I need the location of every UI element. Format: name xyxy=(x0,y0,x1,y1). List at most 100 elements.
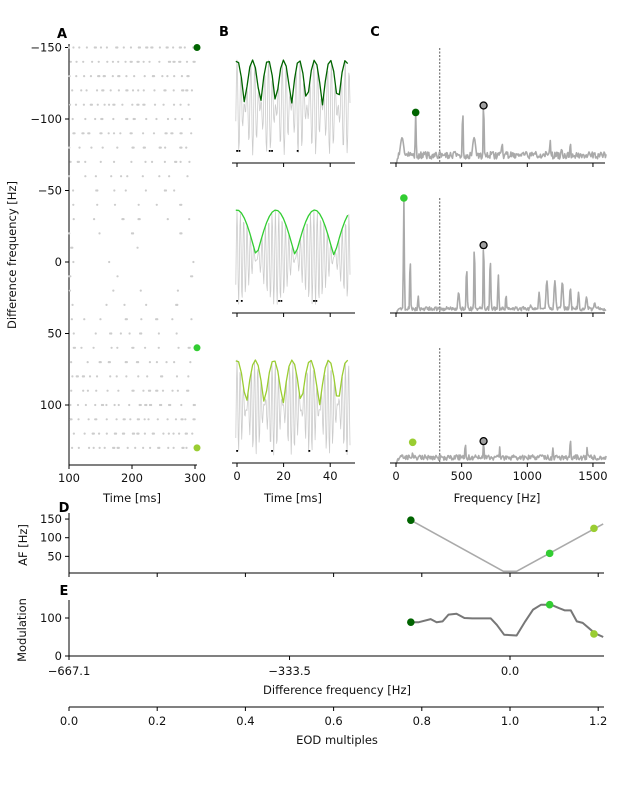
raster-spike xyxy=(106,389,109,392)
raster-spike xyxy=(94,403,97,407)
panel-c-x-label: Frequency [Hz] xyxy=(454,491,541,505)
eod-frequency-marker xyxy=(479,240,488,250)
panel-e-xtick-label: 0.0 xyxy=(501,664,519,678)
raster-spike xyxy=(105,418,108,421)
raster-spike xyxy=(115,375,118,378)
raster-spike xyxy=(159,146,162,149)
panel-b-xtick-label: 20 xyxy=(276,469,291,483)
raster-spike xyxy=(180,403,183,407)
raster-spike xyxy=(77,446,80,449)
raster-spike xyxy=(109,89,112,92)
raster-spike xyxy=(151,46,154,49)
raster-spike xyxy=(113,103,116,106)
raster-spike xyxy=(87,446,91,449)
raster-spike xyxy=(161,375,164,378)
raster-spike xyxy=(180,75,184,78)
raster-spike xyxy=(140,332,143,335)
panel-a-ytick-label: 100 xyxy=(40,398,62,412)
panel-letter-a: A xyxy=(57,27,67,42)
raster-spike xyxy=(180,232,183,235)
raster-spike xyxy=(142,89,145,92)
raster-spike xyxy=(191,432,194,435)
raster-spike xyxy=(119,132,122,135)
raster-spike xyxy=(186,175,189,178)
panel-a-xtick-label: 200 xyxy=(121,471,143,485)
raster-spike xyxy=(138,46,142,49)
raster-spike xyxy=(175,160,178,163)
raster-spike xyxy=(174,418,178,421)
raster-marker xyxy=(193,444,201,452)
raster-spike xyxy=(160,403,163,407)
raster-spike xyxy=(177,346,180,349)
raster-spike xyxy=(179,103,182,106)
eod-multiples-tick-label: 0.2 xyxy=(148,714,166,728)
raster-spike xyxy=(156,389,159,392)
panel-a-xtick-label: 300 xyxy=(184,471,206,485)
raster-spike xyxy=(119,175,123,178)
raster-marker xyxy=(193,44,201,51)
raster-spike xyxy=(180,146,183,149)
raster-spike xyxy=(106,60,109,63)
raster-spike xyxy=(166,46,169,49)
panel-e-xtick-label: −333.5 xyxy=(268,664,311,678)
raster-spike xyxy=(73,346,77,349)
raster-spike xyxy=(72,432,75,435)
raster-spike xyxy=(126,175,129,178)
raster-spike xyxy=(143,75,146,78)
raster-spike xyxy=(153,103,157,106)
spike-mark xyxy=(236,150,238,152)
raster-spike xyxy=(138,218,141,221)
raster-spike xyxy=(95,375,99,378)
raster-spike xyxy=(100,132,103,135)
raster-spike xyxy=(86,361,89,364)
raster-spike xyxy=(193,403,196,407)
raster-spike xyxy=(111,75,114,78)
power-spectrum-trace xyxy=(395,440,607,464)
raster-spike xyxy=(122,432,126,435)
raster-spike xyxy=(168,60,172,63)
raster-spike xyxy=(84,117,87,121)
raster-spike xyxy=(116,46,119,49)
raster-spike xyxy=(131,89,135,92)
raster-spike xyxy=(117,60,120,63)
raster-spike xyxy=(110,175,113,178)
af-marker xyxy=(407,516,415,524)
raster-spike xyxy=(173,60,176,63)
panel-b-xtick-label: 40 xyxy=(323,469,338,483)
panel-c-xtick-label: 500 xyxy=(451,469,473,483)
raster-spike xyxy=(132,146,135,149)
raster-spike xyxy=(133,117,136,121)
spike-mark xyxy=(271,450,273,452)
raster-spike xyxy=(137,432,140,435)
raster-spike xyxy=(98,75,101,78)
raster-spike xyxy=(89,75,93,78)
raster-spike xyxy=(114,432,118,435)
raster-spike xyxy=(192,260,195,264)
raster-spike xyxy=(166,218,169,221)
raster-spike xyxy=(82,375,86,378)
raster-spike xyxy=(148,361,152,364)
raster-spike xyxy=(164,146,167,149)
raster-spike xyxy=(137,103,140,106)
raster-spike xyxy=(121,103,124,106)
raster-spike xyxy=(142,60,145,63)
raster-spike xyxy=(171,132,174,135)
raster-spike xyxy=(82,60,85,63)
spike-mark xyxy=(313,300,315,302)
raster-spike xyxy=(70,389,73,392)
raster-spike xyxy=(78,146,81,149)
raster-spike xyxy=(68,75,71,78)
raster-spike xyxy=(166,75,169,78)
raster-spike xyxy=(167,446,170,449)
raster-spike xyxy=(175,375,179,378)
raster-spike xyxy=(113,403,116,407)
raster-spike xyxy=(68,146,71,149)
eod-multiples-tick-label: 0.6 xyxy=(324,714,342,728)
raster-spike xyxy=(71,303,74,306)
raster-spike xyxy=(137,89,140,92)
raster-spike xyxy=(183,46,186,49)
raster-spike xyxy=(110,332,113,335)
raster-spike xyxy=(85,89,88,92)
panel-d-ytick-label: 150 xyxy=(40,512,62,526)
raster-spike xyxy=(187,389,190,392)
